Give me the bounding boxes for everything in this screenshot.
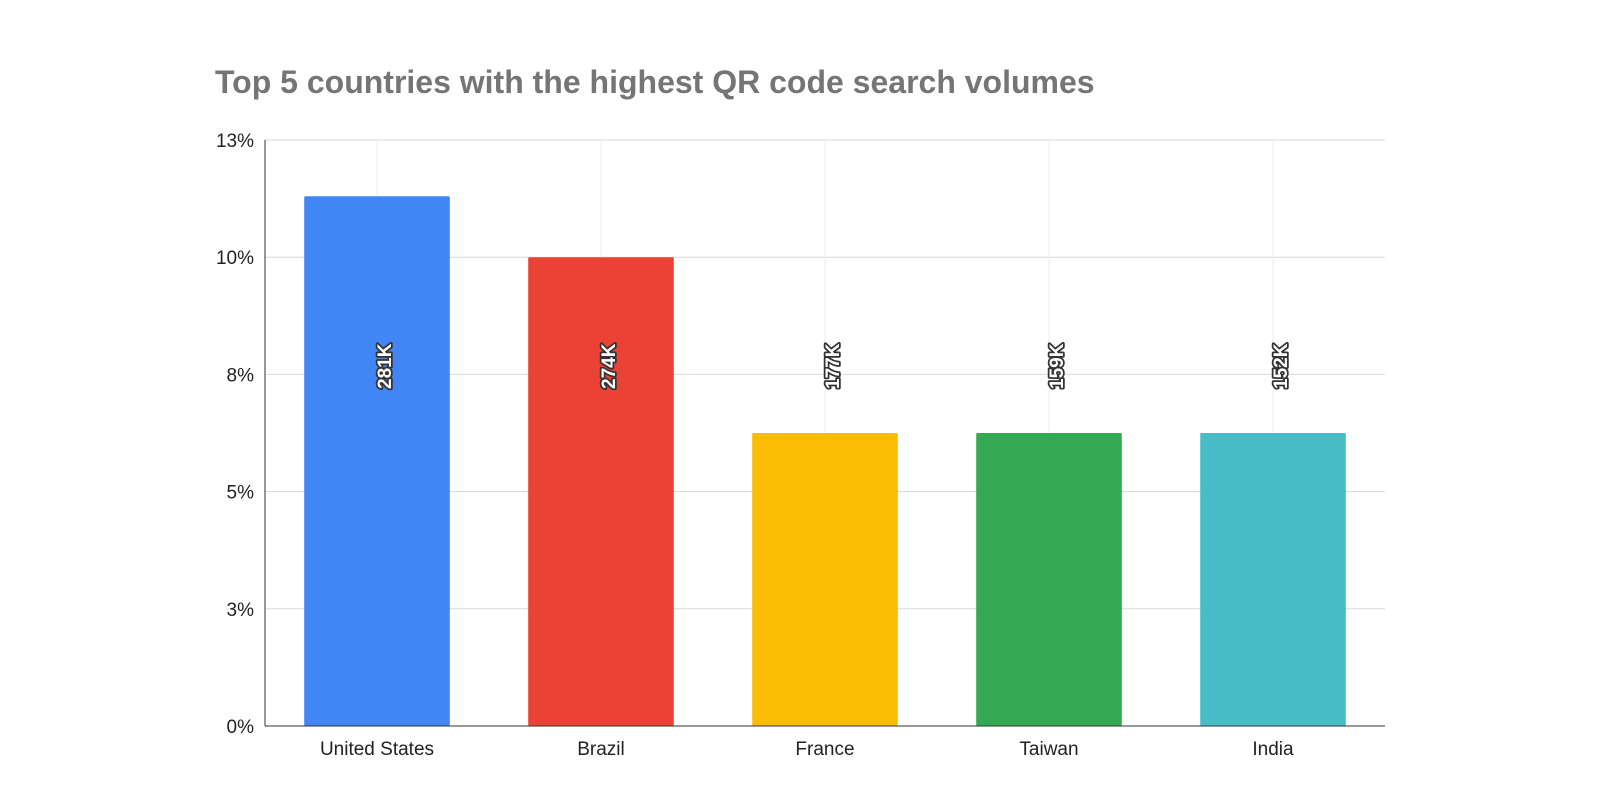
bar-data-label: 177K: [823, 343, 844, 389]
bar: [1200, 433, 1346, 726]
x-axis-tick-labels: United States Brazil France Taiwan India: [320, 739, 1294, 760]
bar-data-label: 274K: [599, 343, 620, 389]
y-tick-label: 3%: [227, 600, 255, 621]
x-tick-label: France: [795, 739, 854, 760]
bar: [976, 433, 1122, 726]
bar-data-label: 281K: [375, 343, 396, 389]
y-tick-label: 0%: [227, 717, 255, 738]
bar: [528, 257, 674, 726]
bar: [304, 196, 450, 727]
x-tick-label: United States: [320, 739, 434, 760]
x-tick-label: Brazil: [577, 739, 625, 760]
y-tick-label: 8%: [227, 365, 255, 386]
bar-data-label: 159K: [1047, 343, 1068, 389]
bar: [752, 433, 898, 726]
axes: [264, 140, 1385, 727]
bar-data-labels: 281K 274K 177K 159K 152K: [373, 342, 1294, 391]
x-tick-label: India: [1252, 739, 1294, 760]
bar-data-label: 152K: [1271, 343, 1292, 389]
y-tick-label: 5%: [227, 483, 255, 504]
chart-title: Top 5 countries with the highest QR code…: [215, 64, 1095, 100]
y-tick-label: 13%: [216, 131, 254, 152]
y-tick-label: 10%: [216, 248, 254, 269]
y-axis-tick-labels: 0% 3% 5% 8% 10% 13%: [216, 131, 254, 738]
bars: [304, 196, 1346, 727]
x-tick-label: Taiwan: [1019, 739, 1078, 760]
